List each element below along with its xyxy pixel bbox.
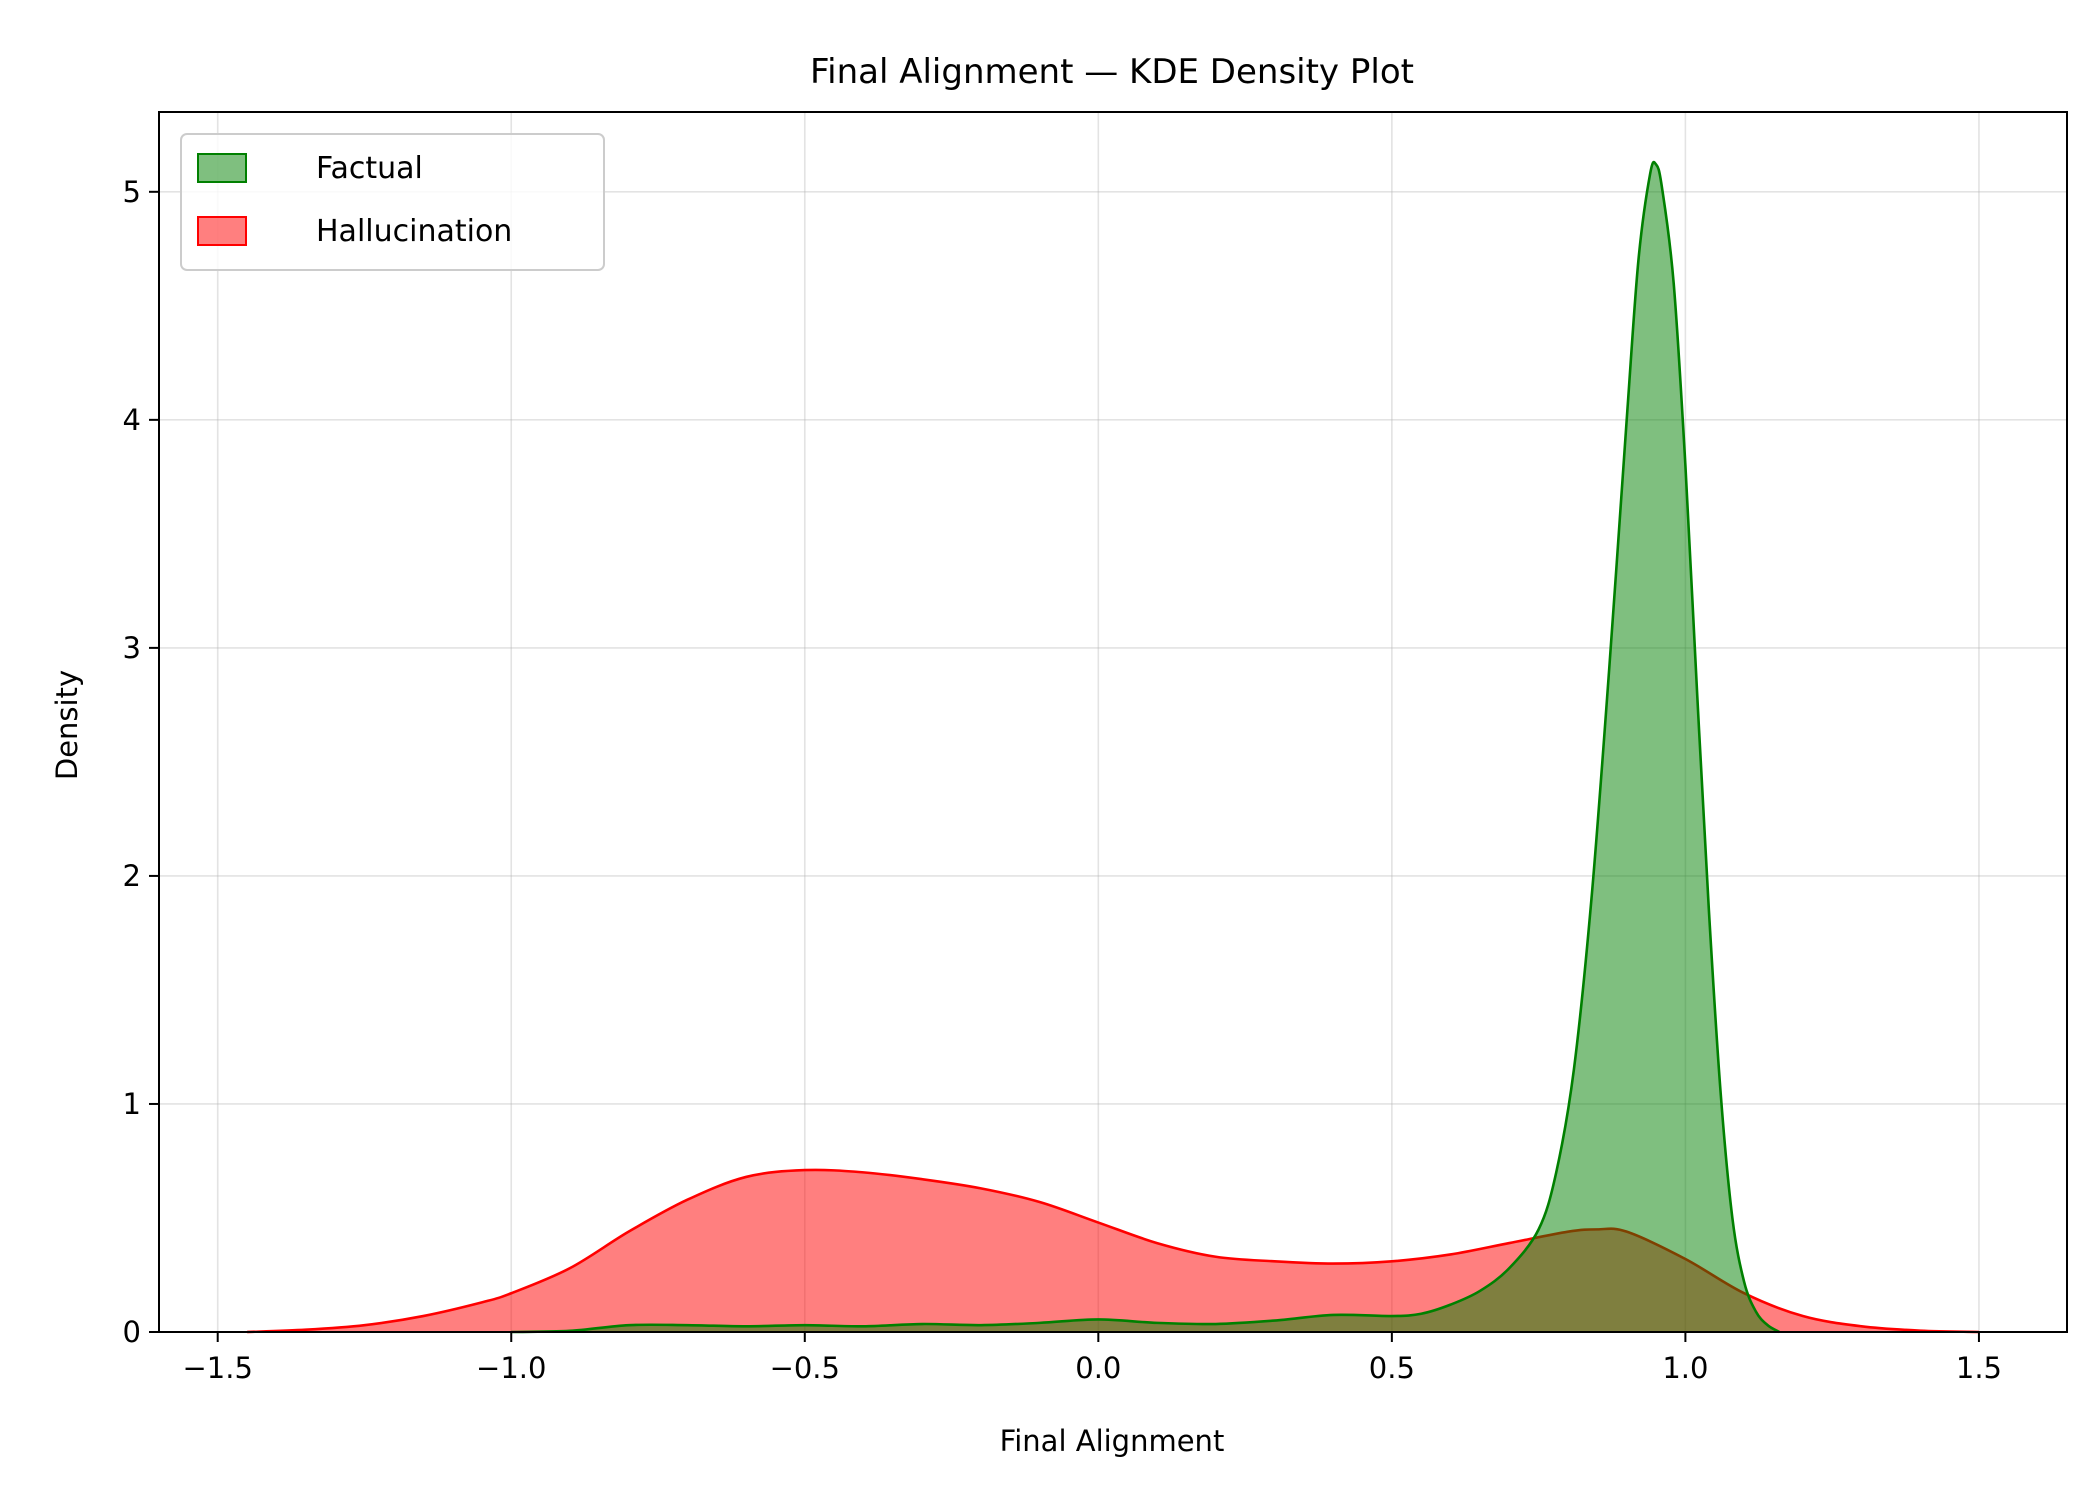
legend-box [180, 133, 605, 271]
legend-label-factual: Factual [316, 151, 423, 186]
x-tick-label: 1.0 [1662, 1351, 1708, 1385]
density-line-factual [511, 160, 1780, 1334]
y-tick-label: 1 [123, 1087, 141, 1121]
grid [159, 112, 2067, 1333]
x-tick-label: 0.5 [1369, 1351, 1415, 1385]
legend-swatch-hallucination [197, 216, 247, 246]
y-tick-label: 0 [123, 1315, 141, 1349]
legend-label-hallucination: Hallucination [316, 214, 512, 249]
series-layer [247, 160, 1979, 1334]
x-tick-label: −1.5 [182, 1351, 252, 1385]
density-area-factual [511, 162, 1780, 1333]
x-axis-label: Final Alignment [1000, 1424, 1225, 1458]
chart-title: Final Alignment — KDE Density Plot [810, 52, 1414, 92]
y-axis-label: Density [50, 670, 84, 780]
x-tick-label: 0.0 [1075, 1351, 1121, 1385]
y-tick-label: 4 [123, 403, 141, 437]
x-tick-label: 1.5 [1956, 1351, 2002, 1385]
legend-swatch-factual [197, 153, 247, 183]
ticks: −1.5 −1.0 −0.5 0.0 0.5 1.0 1.5 0 1 2 3 4 5 [123, 175, 2002, 1385]
x-tick-label: −0.5 [770, 1351, 840, 1385]
y-tick-label: 5 [123, 175, 141, 209]
legend: Factual Hallucination [180, 133, 605, 271]
y-tick-label: 2 [123, 859, 141, 893]
y-tick-label: 3 [123, 631, 141, 665]
x-tick-label: −1.0 [476, 1351, 546, 1385]
axes-frame [158, 111, 2068, 1333]
